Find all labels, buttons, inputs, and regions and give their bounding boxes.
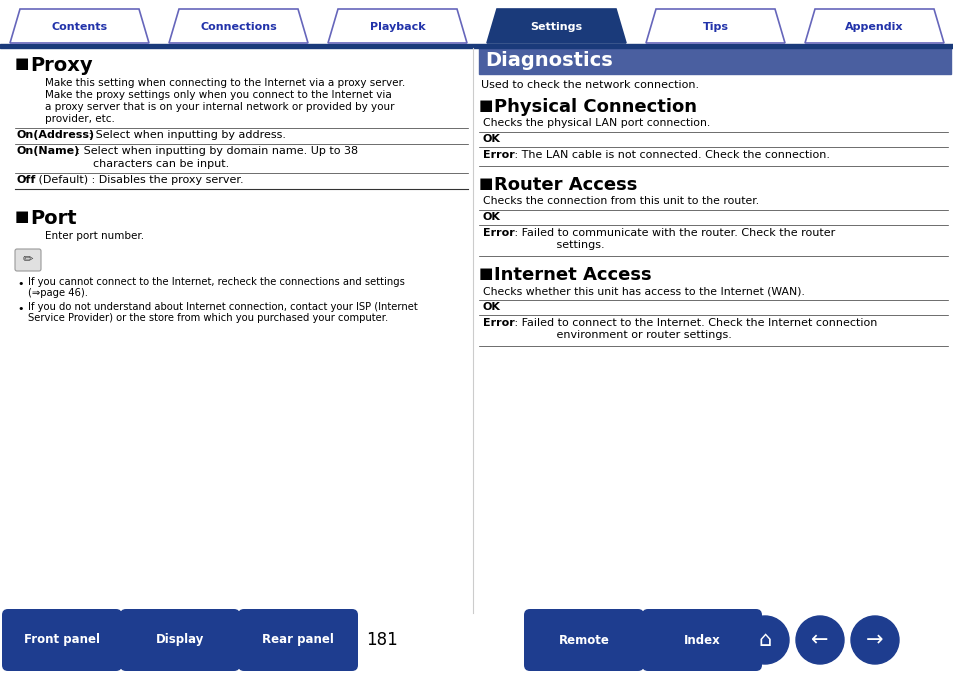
Text: Tips: Tips xyxy=(701,22,728,32)
Text: •: • xyxy=(17,279,24,289)
Bar xyxy=(478,48,950,74)
FancyBboxPatch shape xyxy=(120,609,240,671)
Circle shape xyxy=(795,616,843,664)
Text: a proxy server that is on your internal network or provided by your: a proxy server that is on your internal … xyxy=(45,102,395,112)
Text: Port: Port xyxy=(30,209,76,228)
FancyBboxPatch shape xyxy=(15,249,41,271)
Text: Diagnostics: Diagnostics xyxy=(484,52,612,71)
Text: ⌂: ⌂ xyxy=(758,630,771,650)
Text: Used to check the network connection.: Used to check the network connection. xyxy=(480,80,699,90)
Text: Error: Error xyxy=(482,318,515,328)
Text: provider, etc.: provider, etc. xyxy=(45,114,114,124)
Text: OK: OK xyxy=(482,212,500,222)
Text: : Failed to connect to the Internet. Check the Internet connection: : Failed to connect to the Internet. Che… xyxy=(511,318,877,328)
Text: Off: Off xyxy=(17,175,36,185)
Text: On(Name): On(Name) xyxy=(17,146,80,156)
Text: : Select when inputting by address.: : Select when inputting by address. xyxy=(85,130,286,140)
Text: Internet Access: Internet Access xyxy=(494,266,651,284)
Text: Make the proxy settings only when you connect to the Internet via: Make the proxy settings only when you co… xyxy=(45,90,392,100)
Text: Enter port number.: Enter port number. xyxy=(45,231,144,241)
Text: : Select when inputting by domain name. Up to 38: : Select when inputting by domain name. … xyxy=(73,146,357,156)
Text: ←: ← xyxy=(810,630,828,650)
Text: 181: 181 xyxy=(366,631,397,649)
Text: environment or router settings.: environment or router settings. xyxy=(511,330,731,340)
Text: Router Access: Router Access xyxy=(494,176,637,194)
Text: Make this setting when connecting to the Internet via a proxy server.: Make this setting when connecting to the… xyxy=(45,78,405,88)
FancyBboxPatch shape xyxy=(237,609,357,671)
Text: Display: Display xyxy=(155,633,204,647)
Text: Proxy: Proxy xyxy=(30,56,92,75)
Text: On(Address): On(Address) xyxy=(17,130,95,140)
FancyBboxPatch shape xyxy=(641,609,761,671)
Text: settings.: settings. xyxy=(511,240,604,250)
Text: →: → xyxy=(865,630,882,650)
Text: ■: ■ xyxy=(478,98,493,113)
Text: Rear panel: Rear panel xyxy=(262,633,334,647)
Text: Checks whether this unit has access to the Internet (WAN).: Checks whether this unit has access to t… xyxy=(482,286,804,296)
Circle shape xyxy=(850,616,898,664)
Text: ■: ■ xyxy=(478,266,493,281)
Text: Error: Error xyxy=(482,150,515,160)
Text: OK: OK xyxy=(482,302,500,312)
Text: Error: Error xyxy=(482,228,515,238)
Bar xyxy=(0,44,953,48)
Polygon shape xyxy=(645,9,784,43)
Text: •: • xyxy=(17,304,24,314)
Text: Contents: Contents xyxy=(51,22,108,32)
Text: Physical Connection: Physical Connection xyxy=(494,98,697,116)
Text: Service Provider) or the store from which you purchased your computer.: Service Provider) or the store from whic… xyxy=(28,313,388,323)
Text: Checks the physical LAN port connection.: Checks the physical LAN port connection. xyxy=(482,118,709,128)
Text: : Failed to communicate with the router. Check the router: : Failed to communicate with the router.… xyxy=(511,228,835,238)
Text: ■: ■ xyxy=(478,176,493,191)
Text: Checks the connection from this unit to the router.: Checks the connection from this unit to … xyxy=(482,196,759,206)
Polygon shape xyxy=(10,9,149,43)
Polygon shape xyxy=(169,9,308,43)
Polygon shape xyxy=(328,9,467,43)
Text: Index: Index xyxy=(683,633,720,647)
Text: Appendix: Appendix xyxy=(844,22,902,32)
Text: Settings: Settings xyxy=(530,22,582,32)
Text: Remote: Remote xyxy=(558,633,609,647)
Text: ✏: ✏ xyxy=(23,254,33,267)
FancyBboxPatch shape xyxy=(2,609,122,671)
Text: characters can be input.: characters can be input. xyxy=(92,159,229,169)
Text: Playback: Playback xyxy=(370,22,425,32)
FancyBboxPatch shape xyxy=(523,609,643,671)
Circle shape xyxy=(740,616,788,664)
Text: ■: ■ xyxy=(15,56,30,71)
Text: (Default) : Disables the proxy server.: (Default) : Disables the proxy server. xyxy=(35,175,243,185)
Text: Front panel: Front panel xyxy=(24,633,100,647)
Text: : The LAN cable is not connected. Check the connection.: : The LAN cable is not connected. Check … xyxy=(511,150,829,160)
Text: (⇒page 46).: (⇒page 46). xyxy=(28,288,88,298)
Text: If you cannot connect to the Internet, recheck the connections and settings: If you cannot connect to the Internet, r… xyxy=(28,277,404,287)
Text: Connections: Connections xyxy=(200,22,276,32)
Text: If you do not understand about Internet connection, contact your ISP (Internet: If you do not understand about Internet … xyxy=(28,302,417,312)
Text: ■: ■ xyxy=(15,209,30,224)
Text: OK: OK xyxy=(482,134,500,144)
Polygon shape xyxy=(804,9,943,43)
Polygon shape xyxy=(486,9,625,43)
